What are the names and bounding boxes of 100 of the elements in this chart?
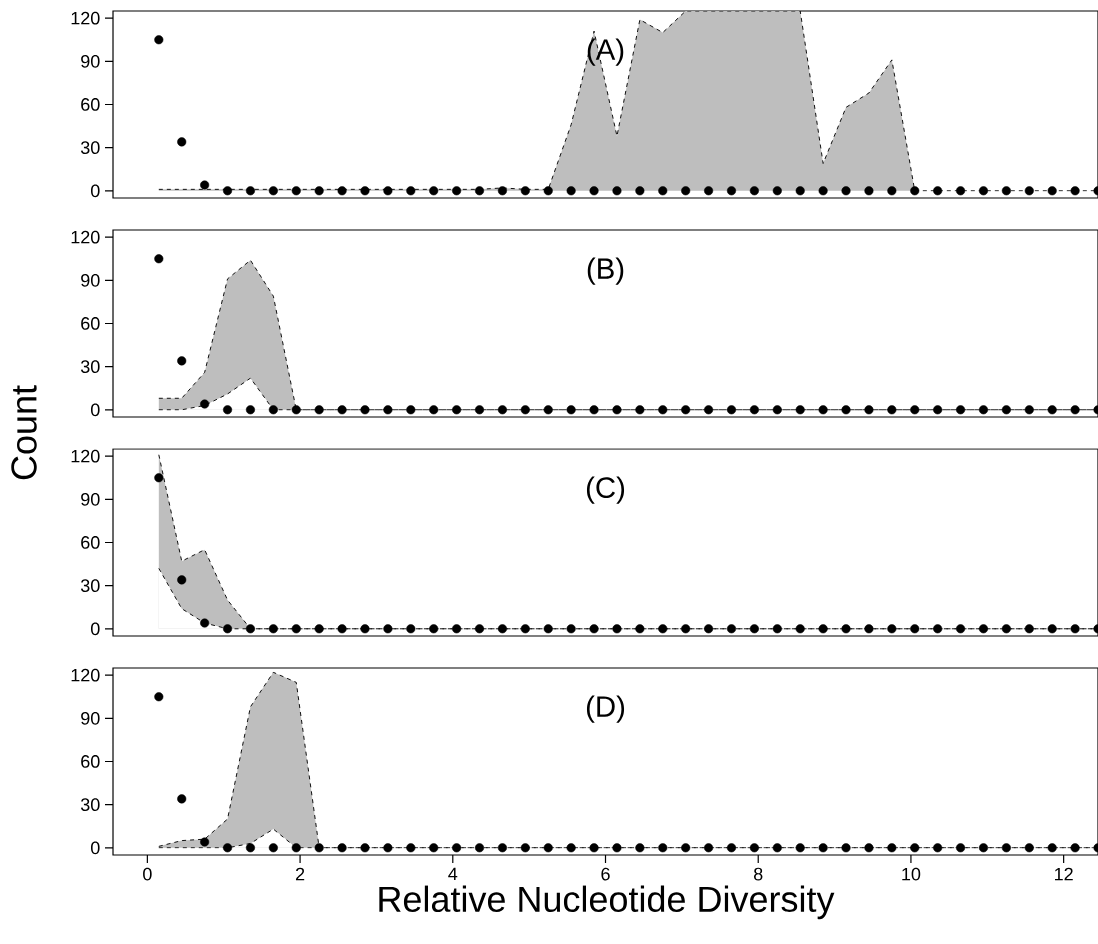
point	[566, 405, 576, 415]
point	[704, 405, 714, 415]
point	[658, 843, 668, 853]
point	[612, 624, 622, 634]
point	[337, 843, 347, 853]
point	[429, 186, 439, 196]
y-tick-label: 30	[80, 141, 100, 154]
point	[268, 843, 278, 853]
point	[1070, 405, 1080, 415]
point	[864, 186, 874, 196]
point	[1024, 405, 1034, 415]
point	[177, 575, 187, 585]
point	[887, 405, 897, 415]
point	[726, 405, 737, 415]
x-tick-label: 8	[753, 867, 763, 881]
y-tick-label: 60	[81, 755, 100, 768]
point	[589, 186, 599, 196]
y-tick-label: 0	[90, 403, 100, 417]
point	[612, 405, 622, 415]
point	[818, 186, 828, 196]
point	[589, 405, 599, 415]
point	[841, 624, 851, 634]
point	[1047, 843, 1057, 853]
annotation: (A)	[587, 38, 624, 66]
point	[383, 624, 393, 634]
point	[749, 843, 759, 853]
point	[406, 624, 416, 634]
point	[1001, 843, 1011, 853]
y-tick-label: 30	[80, 360, 100, 373]
y-tick-label: 120	[71, 668, 100, 682]
point	[726, 186, 737, 196]
point	[566, 186, 576, 196]
point	[704, 186, 714, 196]
point	[887, 624, 897, 634]
point	[314, 624, 324, 634]
point	[337, 405, 347, 415]
point	[566, 843, 576, 853]
point	[543, 624, 553, 634]
point	[910, 405, 920, 415]
point	[772, 186, 782, 196]
point	[200, 618, 210, 628]
point	[245, 624, 255, 634]
point	[978, 624, 989, 634]
x-tick-label: 10	[902, 867, 921, 881]
point	[681, 405, 691, 415]
point	[429, 624, 439, 634]
point	[543, 186, 553, 196]
point	[612, 186, 622, 196]
point	[452, 186, 462, 196]
point	[887, 186, 897, 196]
point	[314, 186, 324, 196]
y-tick-label: 120	[71, 230, 100, 244]
point	[497, 843, 507, 853]
point	[956, 624, 966, 634]
point	[360, 405, 370, 415]
y-tick-label: 0	[90, 622, 100, 636]
y-tick-label: 120	[71, 11, 100, 25]
point	[910, 843, 920, 853]
point	[223, 624, 233, 634]
annotation: (C)	[586, 476, 625, 504]
point	[314, 405, 324, 415]
point	[978, 186, 989, 196]
point	[383, 186, 393, 196]
point	[543, 843, 553, 853]
point	[360, 624, 370, 634]
point	[910, 186, 920, 196]
point	[406, 843, 416, 853]
point	[474, 405, 485, 415]
point	[818, 405, 828, 415]
point	[726, 624, 737, 634]
point	[383, 843, 393, 853]
point	[635, 186, 645, 196]
point	[841, 186, 851, 196]
point	[749, 405, 759, 415]
point	[291, 624, 301, 634]
point	[223, 405, 233, 415]
point	[795, 843, 805, 853]
point	[268, 624, 278, 634]
point	[360, 186, 370, 196]
point	[681, 186, 691, 196]
x-tick-label: 2	[295, 867, 305, 881]
point	[1024, 843, 1034, 853]
point	[154, 473, 164, 483]
point	[635, 405, 645, 415]
point	[589, 624, 599, 634]
annotation: (D)	[586, 695, 625, 723]
point	[772, 405, 782, 415]
point	[1001, 624, 1011, 634]
point	[864, 405, 874, 415]
point	[635, 843, 645, 853]
point	[383, 405, 393, 415]
point	[291, 843, 301, 853]
point	[177, 137, 187, 147]
point	[795, 405, 805, 415]
point	[291, 405, 301, 415]
point	[566, 624, 576, 634]
point	[681, 624, 691, 634]
point	[497, 186, 507, 196]
y-tick-label: 60	[81, 536, 100, 549]
point	[864, 843, 874, 853]
